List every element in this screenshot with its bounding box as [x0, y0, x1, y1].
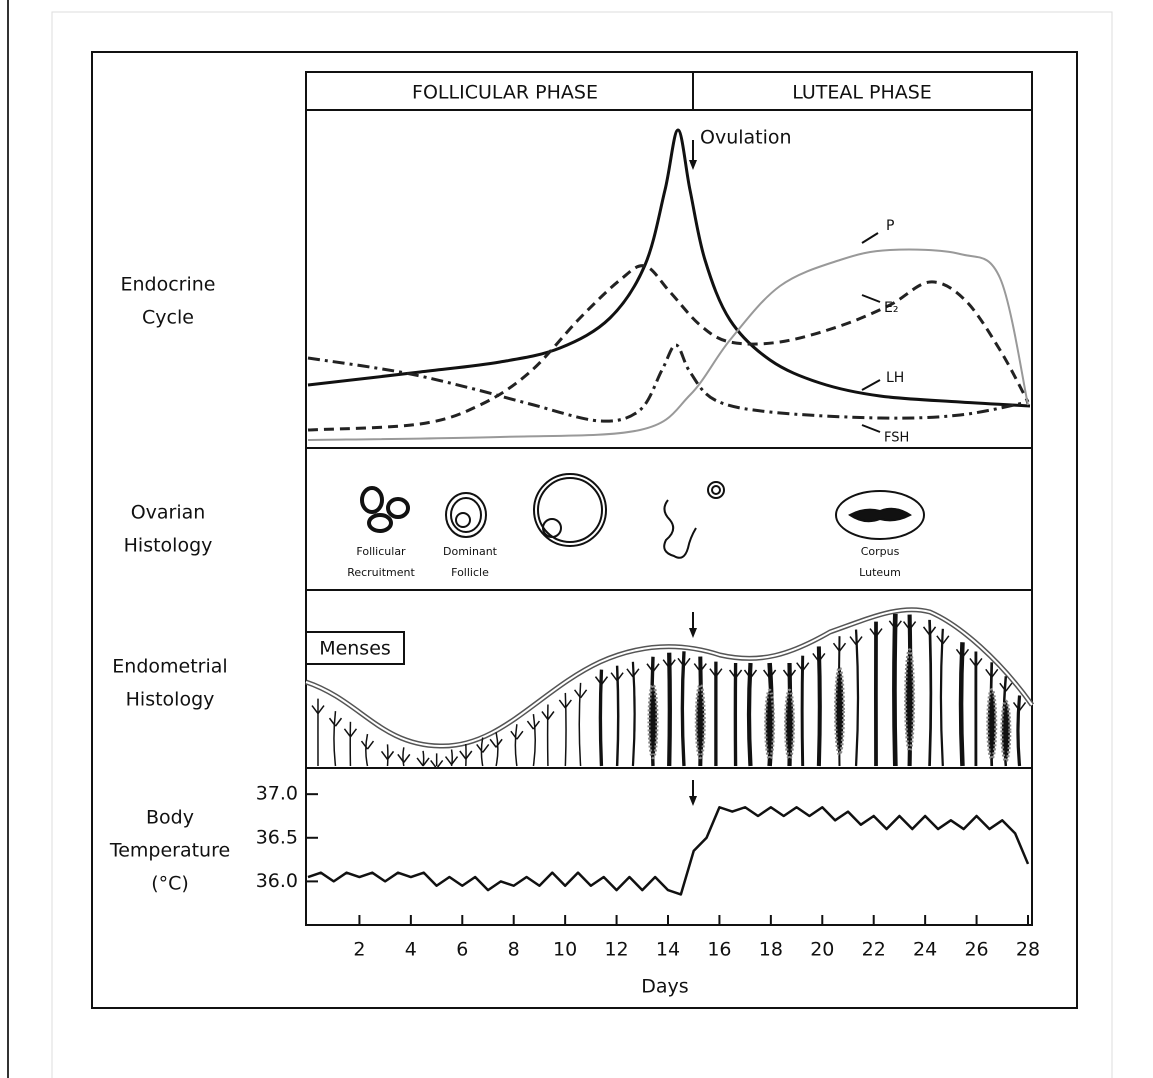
row-label: Endocrine — [121, 274, 216, 296]
figure: FOLLICULAR PHASE LUTEAL PHASE Ovulation … — [0, 0, 1153, 1078]
x-tick-label: 12 — [604, 939, 628, 961]
gland-lumen — [696, 685, 704, 758]
gland-lumen — [649, 685, 657, 758]
x-tick-label: 14 — [656, 939, 680, 961]
stage-label: Follicle — [451, 566, 489, 579]
menses-label: Menses — [319, 638, 391, 660]
x-tick-label: 10 — [553, 939, 577, 961]
phase-label: FOLLICULAR PHASE — [412, 82, 598, 104]
x-axis-label: Days — [641, 976, 688, 998]
gland — [961, 642, 962, 766]
curve-label: P — [886, 218, 894, 234]
x-tick-label: 8 — [508, 939, 520, 961]
x-tick-label: 22 — [862, 939, 886, 961]
row-label: Body — [146, 807, 194, 829]
gland — [819, 646, 820, 766]
stage-label: Follicular — [356, 545, 406, 558]
x-tick-label: 16 — [707, 939, 731, 961]
stage-label: Recruitment — [347, 566, 415, 579]
gland — [565, 693, 566, 766]
curve-label: E₂ — [884, 300, 898, 316]
gland-lumen — [766, 690, 774, 759]
x-tick-label: 24 — [913, 939, 937, 961]
x-tick-label: 6 — [456, 939, 468, 961]
gland-lumen — [1002, 701, 1010, 761]
x-tick-label: 4 — [405, 939, 417, 961]
gland — [802, 656, 803, 766]
gland — [423, 751, 424, 766]
gland — [930, 620, 931, 766]
x-tick-label: 28 — [1016, 939, 1040, 961]
curve-label: FSH — [884, 431, 909, 446]
gland-lumen — [786, 690, 794, 759]
row-label: Endometrial — [112, 656, 227, 678]
gland-lumen — [988, 690, 996, 759]
ovulation-label: Ovulation — [700, 127, 792, 149]
page: FOLLICULAR PHASE LUTEAL PHASE Ovulation … — [0, 0, 1153, 1078]
gland — [894, 614, 895, 766]
gland — [1018, 695, 1020, 766]
row-label: (°C) — [151, 873, 189, 895]
row-label: Histology — [124, 535, 213, 557]
x-tick-label: 26 — [964, 939, 988, 961]
phase-label: LUTEAL PHASE — [792, 82, 932, 104]
x-tick-label: 20 — [810, 939, 834, 961]
row-label: Temperature — [109, 840, 230, 862]
y-tick-label: 36.5 — [256, 826, 298, 848]
gland — [749, 663, 750, 766]
figure-border — [92, 52, 1077, 1008]
row-label: Cycle — [142, 307, 194, 329]
curve-label: LH — [886, 370, 904, 386]
x-tick-label: 18 — [759, 939, 783, 961]
x-tick-label: 2 — [353, 939, 365, 961]
gland-lumen — [836, 668, 844, 755]
y-tick-label: 37.0 — [256, 783, 298, 805]
row-label: Ovarian — [131, 502, 206, 524]
y-tick-label: 36.0 — [256, 870, 298, 892]
row-label: Histology — [126, 689, 215, 711]
gland — [403, 747, 404, 766]
gland — [669, 653, 670, 766]
stage-label: Dominant — [443, 545, 498, 558]
gland-lumen — [906, 650, 914, 751]
gland — [682, 651, 684, 766]
stage-label: Corpus — [861, 545, 900, 558]
stage-label: Luteum — [859, 566, 901, 579]
